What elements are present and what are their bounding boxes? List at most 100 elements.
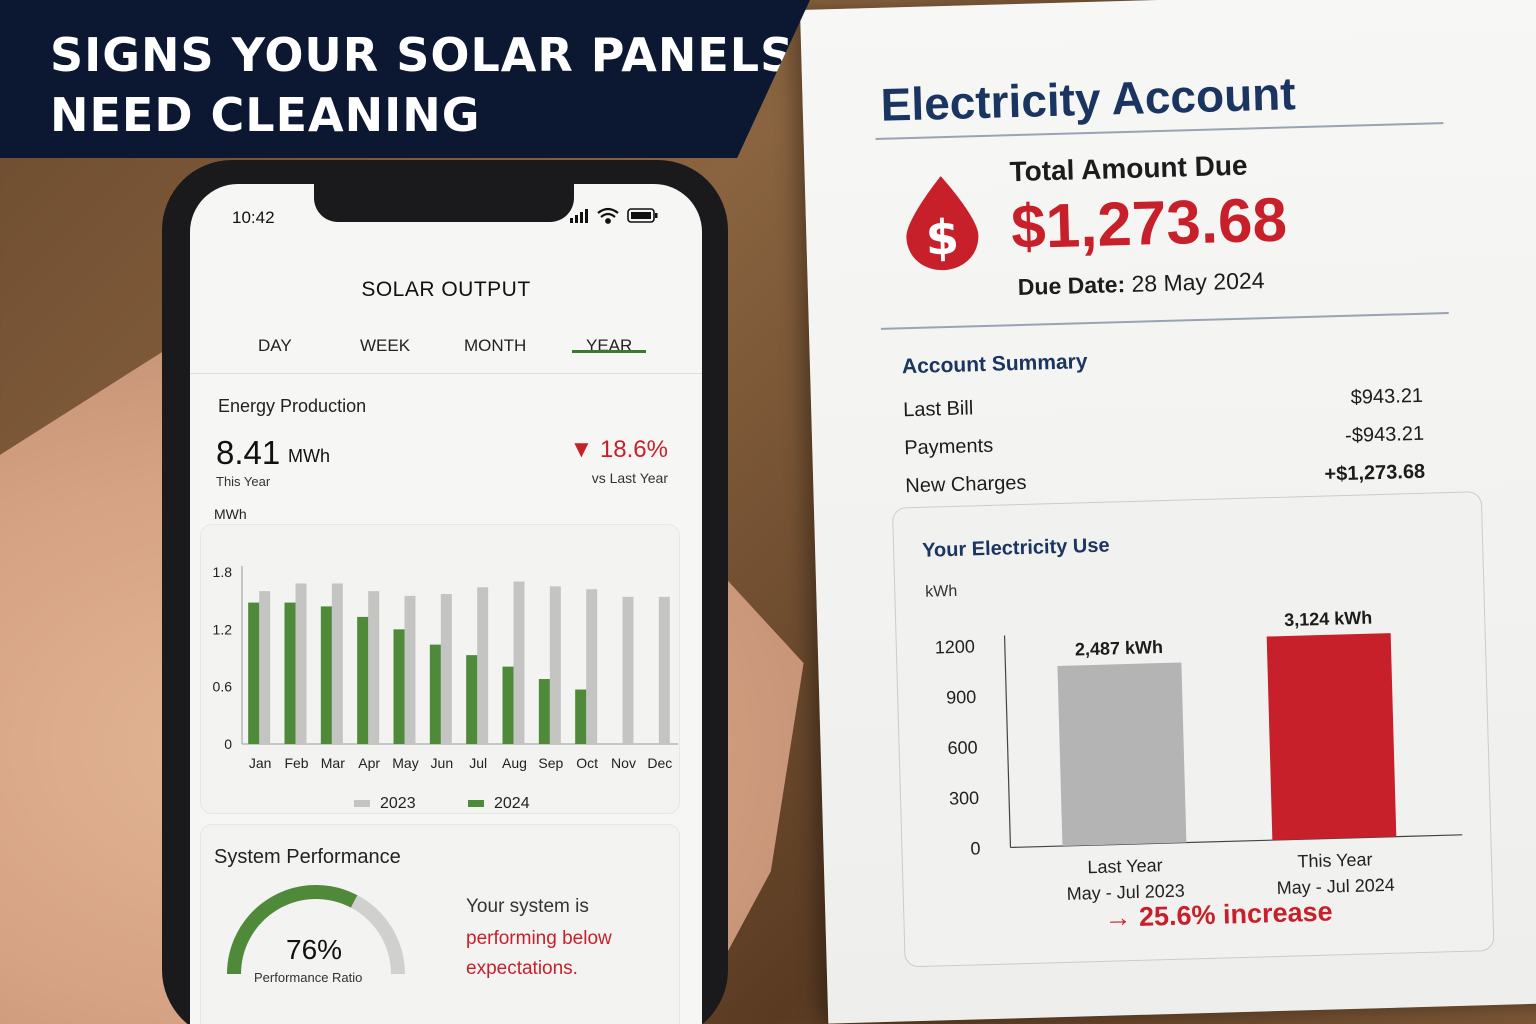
usage-category-label: This Year xyxy=(1297,849,1373,871)
bar-2023 xyxy=(440,593,452,744)
phone-screen: 10:42 SOLAR OUTPUT DAY WEEK MO xyxy=(190,184,702,1024)
performance-title: System Performance xyxy=(214,846,401,868)
summary-row-payments: Payments -$943.21 xyxy=(904,423,1424,460)
wifi-icon xyxy=(597,207,619,224)
legend-label-2023: 2023 xyxy=(380,795,416,812)
performance-gauge xyxy=(227,885,405,975)
summary-label: New Charges xyxy=(905,471,1027,498)
bar-2024 xyxy=(248,602,260,744)
bar-2023 xyxy=(622,596,634,744)
bar-2024 xyxy=(320,606,332,744)
x-tick-label: Dec xyxy=(647,755,672,771)
summary-label: Payments xyxy=(903,434,994,460)
x-tick-label: Feb xyxy=(284,755,308,771)
summary-value: -$943.21 xyxy=(1344,422,1425,447)
bar-2024 xyxy=(393,629,405,744)
y-tick-label: 1.2 xyxy=(213,621,233,637)
energy-production-period: This Year xyxy=(216,474,271,489)
bar-2024 xyxy=(538,679,550,744)
y-tick-label: 0 xyxy=(970,838,981,858)
tab-month[interactable]: MONTH xyxy=(464,336,527,355)
y-tick-label: 0.6 xyxy=(213,679,233,695)
signal-icon xyxy=(570,209,588,223)
divider xyxy=(880,312,1449,330)
bar-2023 xyxy=(404,595,416,744)
tab-week[interactable]: WEEK xyxy=(360,336,411,355)
bar-2023 xyxy=(586,589,598,744)
usage-bar xyxy=(1057,662,1187,846)
electricity-use-title: Your Electricity Use xyxy=(921,534,1110,562)
period-tabs: DAY WEEK MONTH YEAR xyxy=(190,324,702,374)
energy-change-comparison: vs Last Year xyxy=(591,470,668,486)
performance-ratio-label: Performance Ratio xyxy=(254,970,363,985)
y-tick-label: 900 xyxy=(946,687,977,708)
x-tick-label: Jan xyxy=(249,755,272,771)
x-tick-label: Oct xyxy=(576,755,598,771)
y-axis-line xyxy=(1003,635,1012,848)
summary-value: $943.21 xyxy=(1350,384,1424,409)
solar-output-chart: 1.8 1.2 0.6 0 Jan Feb Mar Apr May Jun Jul Aug Sep Oct… xyxy=(213,564,678,812)
bar-2023 xyxy=(477,587,489,744)
y-tick-label: 300 xyxy=(949,788,980,809)
summary-value: +$1,273.68 xyxy=(1324,460,1426,486)
phone-notch xyxy=(314,184,574,222)
account-summary-title: Account Summary xyxy=(901,350,1088,379)
status-icons xyxy=(570,207,658,224)
summary-row-new-charges: New Charges +$1,273.68 xyxy=(905,461,1425,498)
legend-swatch-2024 xyxy=(468,800,484,807)
performance-value: 76% xyxy=(286,934,343,965)
bar-2024 xyxy=(429,644,441,744)
electricity-use-panel: Your Electricity Use kWh 1200 900 600 300 0 2… xyxy=(891,491,1495,968)
legend-swatch-2023 xyxy=(354,800,370,807)
headline-banner: SIGNS YOUR SOLAR PANELS NEED CLEANING xyxy=(0,0,810,158)
app-title: SOLAR OUTPUT xyxy=(361,278,531,301)
bar-2024 xyxy=(466,655,478,744)
energy-production-unit: MWh xyxy=(288,446,330,466)
battery-icon xyxy=(627,208,658,223)
headline-line-2: NEED CLEANING xyxy=(50,88,481,142)
bar-2024 xyxy=(357,616,369,744)
x-tick-label: Jul xyxy=(469,755,487,771)
bar-2023 xyxy=(295,583,307,744)
status-time: 10:42 xyxy=(232,208,275,227)
electricity-use-chart: 1200 900 600 300 0 2,487 kWh Last Year May - Ju… xyxy=(935,608,1463,904)
x-tick-label: May xyxy=(392,755,418,771)
usage-category-label: May - Jul 2024 xyxy=(1276,875,1395,898)
x-tick-label: Sep xyxy=(538,755,563,771)
bar-2024 xyxy=(284,602,296,744)
y-tick-label: 1200 xyxy=(935,636,976,657)
x-tick-label: Apr xyxy=(358,755,380,771)
svg-text:$: $ xyxy=(925,210,960,267)
tab-day[interactable]: DAY xyxy=(258,336,292,355)
bar-2023 xyxy=(658,596,670,744)
usage-category-label: May - Jul 2023 xyxy=(1066,881,1185,904)
y-tick-label: 1.8 xyxy=(213,564,233,580)
tab-selected-indicator xyxy=(572,350,646,353)
energy-production-value: 8.41 xyxy=(216,434,281,471)
legend-label-2024: 2024 xyxy=(494,795,530,812)
bill-title: Electricity Account xyxy=(879,67,1297,131)
x-tick-label: Mar xyxy=(321,755,345,771)
tab-year[interactable]: YEAR xyxy=(586,336,633,355)
due-date-value: 28 May 2024 xyxy=(1131,267,1265,297)
bar-2023 xyxy=(368,591,380,744)
gauge-fill xyxy=(227,885,358,975)
energy-production-label: Energy Production xyxy=(218,396,367,416)
total-due-amount: $1,273.68 xyxy=(1010,185,1288,263)
usage-data-label: 2,487 kWh xyxy=(1075,637,1164,659)
headline-line-1: SIGNS YOUR SOLAR PANELS xyxy=(50,28,795,82)
summary-row-last-bill: Last Bill $943.21 xyxy=(903,385,1423,422)
y-tick-label: 0 xyxy=(224,736,232,752)
usage-data-label: 3,124 kWh xyxy=(1284,608,1373,630)
usage-category-label: Last Year xyxy=(1087,855,1163,877)
performance-card xyxy=(200,824,680,1024)
electricity-bill: Electricity Account $ Total Amount Due $… xyxy=(800,0,1536,1024)
energy-change-badge: ▼ 18.6% xyxy=(569,436,668,463)
performance-message: Your system is xyxy=(466,896,589,917)
bar-2023 xyxy=(259,591,271,744)
summary-label: Last Bill xyxy=(902,397,974,422)
x-tick-label: Nov xyxy=(611,755,636,771)
bar-2024 xyxy=(502,666,514,744)
due-date-label: Due Date: xyxy=(1017,271,1126,301)
bar-2023 xyxy=(549,586,561,744)
